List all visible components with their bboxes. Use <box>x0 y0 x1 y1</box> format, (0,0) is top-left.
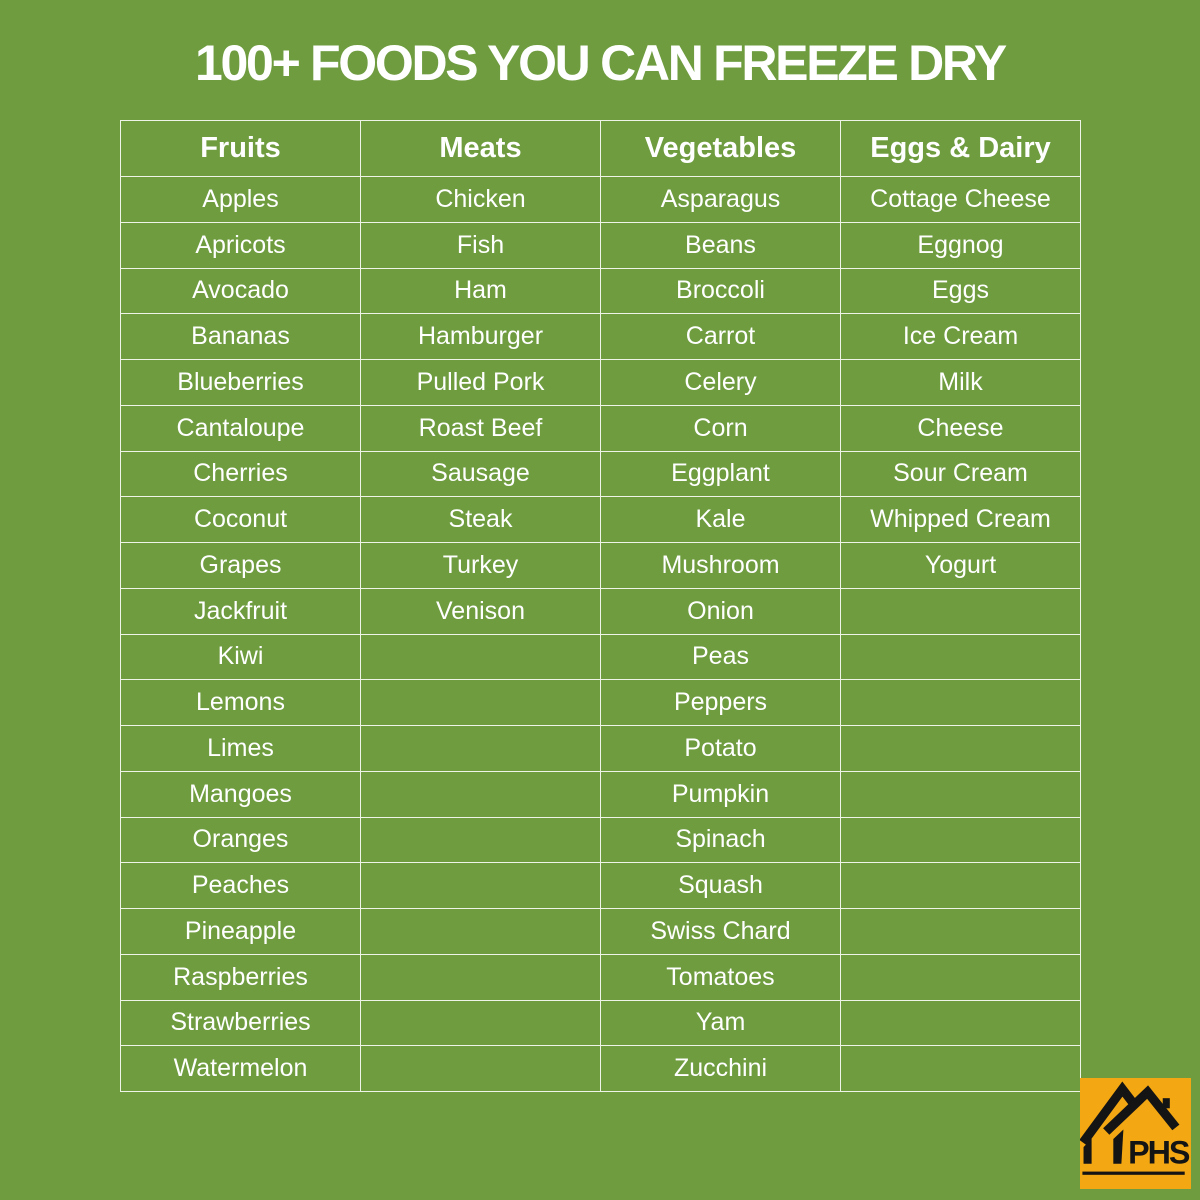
svg-text:PHS: PHS <box>1128 1134 1190 1170</box>
